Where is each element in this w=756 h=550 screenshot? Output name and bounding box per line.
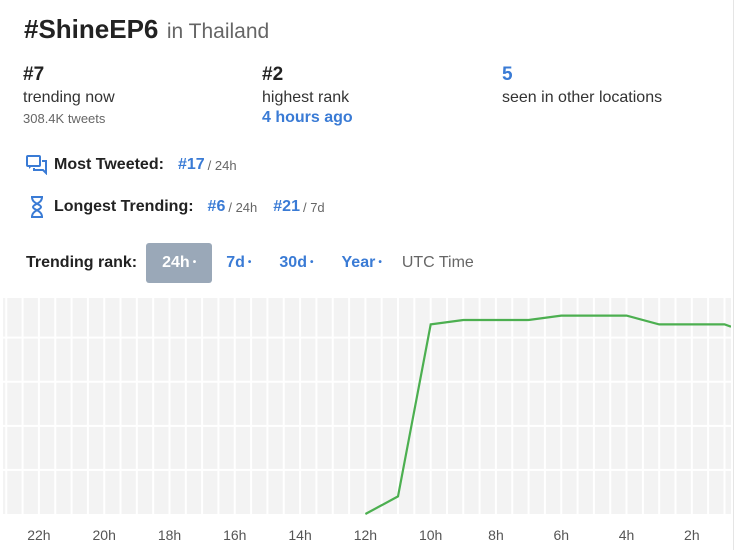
stat-current-rank: #7 trending now 308.4K tweets <box>23 64 115 126</box>
location-label: in Thailand <box>166 20 270 43</box>
tweet-count: 308.4K tweets <box>23 111 106 126</box>
x-tick-label: 8h <box>488 527 504 543</box>
x-tick-label: 16h <box>223 527 246 543</box>
hourglass-icon <box>26 196 48 218</box>
trending-rank-tabs: Trending rank: 24h • 7d • 30d • Year • UTC T… <box>26 243 474 283</box>
longest-trending-7d-period: / 7d <box>302 199 325 215</box>
chart-grid-horizontal <box>3 336 731 471</box>
chat-bubbles-icon <box>26 154 48 176</box>
most-tweeted-period: / 24h <box>207 157 237 173</box>
highest-rank-label: highest rank <box>262 89 350 106</box>
trending-rank-label: Trending rank: <box>26 254 138 271</box>
longest-trending-7d-link[interactable]: #21 <box>273 198 300 215</box>
tab-dot: • <box>192 257 197 268</box>
x-tick-label: 2h <box>684 527 700 543</box>
tab-7d-label: 7d <box>226 254 245 272</box>
x-tick-label: 14h <box>288 527 311 543</box>
x-tick-label: 20h <box>93 527 116 543</box>
hashtag-title: #ShineEP6 <box>24 14 159 44</box>
most-tweeted-rank-link[interactable]: #17 <box>177 156 205 173</box>
tab-24h[interactable]: 24h • <box>146 243 213 283</box>
tab-dot: • <box>378 257 382 268</box>
tab-dot: • <box>247 257 252 268</box>
longest-trending-24h-link[interactable]: #6 <box>207 198 226 215</box>
stat-highest-rank: #2 highest rank 4 hours ago <box>262 64 353 127</box>
x-tick-label: 22h <box>27 527 50 543</box>
stat-other-locations: 5 seen in other locations <box>502 64 662 107</box>
highest-rank-value: #2 <box>262 64 284 85</box>
x-tick-label: 12h <box>354 527 377 543</box>
tab-year[interactable]: Year • <box>328 243 396 283</box>
longest-trending-label: Longest Trending: <box>54 198 194 215</box>
tab-7d[interactable]: 7d • <box>212 243 265 283</box>
current-rank-label: trending now <box>23 89 115 106</box>
x-tick-label: 18h <box>158 527 181 543</box>
tab-year-label: Year <box>341 254 376 272</box>
longest-trending-row: Longest Trending: #6 / 24h #21 / 7d <box>26 196 325 218</box>
tab-30d-label: 30d <box>279 254 307 272</box>
trending-rank-chart: 22h 20h 18h 16h 14h 12h 10h 8h 6h 4h 2h <box>3 298 731 543</box>
other-locations-count-link[interactable]: 5 <box>502 64 513 85</box>
x-tick-label: 10h <box>419 527 442 543</box>
tab-30d[interactable]: 30d • <box>265 243 327 283</box>
chart-x-ticks: 22h 20h 18h 16h 14h 12h 10h 8h 6h 4h 2h <box>27 527 699 543</box>
x-tick-label: 4h <box>619 527 635 543</box>
longest-trending-24h-period: / 24h <box>228 199 258 215</box>
tab-dot: • <box>309 257 314 268</box>
x-tick-label: 6h <box>553 527 569 543</box>
chart-plot-area <box>3 298 731 514</box>
page-title: #ShineEP6 in Thailand <box>24 14 269 45</box>
current-rank-value: #7 <box>23 64 45 85</box>
most-tweeted-label: Most Tweeted: <box>54 156 164 173</box>
chart-grid-vertical <box>5 298 726 514</box>
tab-24h-label: 24h <box>162 254 190 272</box>
series-line <box>364 314 731 515</box>
highest-rank-time-link[interactable]: 4 hours ago <box>262 109 353 126</box>
other-locations-label: seen in other locations <box>502 89 663 106</box>
most-tweeted-row: Most Tweeted: #17 / 24h <box>26 154 237 176</box>
utc-time-label: UTC Time <box>401 254 474 271</box>
